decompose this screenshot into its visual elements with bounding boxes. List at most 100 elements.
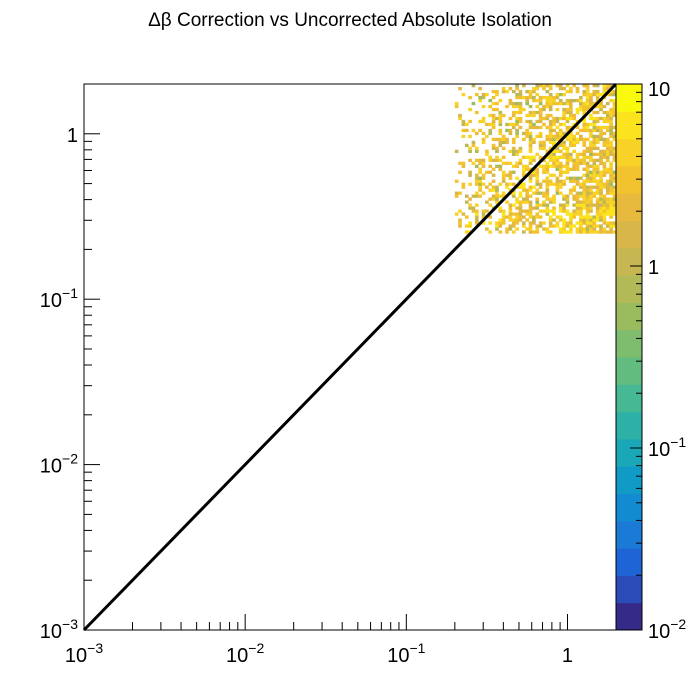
heatmap-cell [595, 152, 600, 156]
heatmap-cell [555, 95, 560, 100]
heatmap-cell [528, 95, 533, 100]
heatmap-cell [454, 179, 459, 183]
heatmap-cell [572, 197, 577, 201]
heatmap-cell [481, 161, 486, 165]
heatmap-cell [609, 206, 613, 210]
heatmap-cell [609, 119, 613, 124]
heatmap-cell [518, 182, 523, 186]
heatmap-cell [525, 95, 530, 100]
colorbar-band [616, 575, 642, 604]
heatmap-cell [589, 143, 593, 148]
heatmap-cell [605, 167, 610, 171]
heatmap-cell [481, 137, 486, 142]
heatmap-cell [595, 98, 600, 103]
heatmap-cell [585, 164, 590, 168]
heatmap-cell [575, 89, 580, 94]
heatmap-cell [525, 197, 530, 201]
heatmap-cell [609, 152, 613, 156]
heatmap-cell [558, 98, 563, 103]
heatmap-cell [602, 155, 607, 159]
heatmap-cell [491, 146, 496, 151]
heatmap-cell [542, 221, 546, 225]
heatmap-cell [555, 119, 560, 124]
heatmap-cell [545, 149, 550, 154]
heatmap-cell [585, 224, 590, 228]
heatmap-cell [592, 158, 597, 162]
heatmap-cell [609, 116, 613, 121]
heatmap-cell [488, 197, 493, 201]
heatmap-cell [595, 84, 600, 88]
heatmap-cell [521, 224, 526, 228]
heatmap-cell [592, 191, 597, 195]
heatmap-cell [464, 230, 469, 234]
heatmap-cell [545, 167, 550, 171]
heatmap-cell [612, 221, 617, 225]
heatmap-cell [515, 152, 519, 156]
heatmap-cell [501, 86, 506, 91]
heatmap-cell [612, 131, 617, 136]
heatmap-cell [528, 146, 533, 151]
heatmap-cell [525, 191, 530, 195]
heatmap-cell [548, 125, 553, 130]
heatmap-cell [605, 113, 610, 118]
heatmap-cell [585, 125, 590, 130]
heatmap-cell [542, 167, 546, 171]
heatmap-cell [478, 188, 482, 192]
heatmap-cell [605, 200, 610, 204]
heatmap-cell [471, 128, 476, 133]
heatmap-cell [538, 134, 543, 139]
heatmap-cell [612, 146, 617, 151]
heatmap-cell [521, 173, 526, 177]
heatmap-cell [609, 125, 613, 130]
heatmap-cell [548, 119, 553, 124]
heatmap-cell [538, 209, 543, 213]
heatmap-cell [579, 221, 583, 225]
heatmap-cell [461, 92, 466, 97]
heatmap-cell [501, 155, 506, 159]
heatmap-cell [555, 146, 560, 151]
heatmap-cell [518, 146, 523, 151]
heatmap-cell [568, 110, 573, 115]
heatmap-cell [535, 212, 540, 216]
heatmap-cell [535, 167, 540, 171]
heatmap-cell [501, 134, 506, 139]
heatmap-cell [562, 194, 566, 198]
heatmap-cell [562, 140, 566, 145]
heatmap-cell [538, 125, 543, 130]
heatmap-cell [478, 182, 482, 186]
heatmap-cell [555, 185, 560, 189]
heatmap-cell [495, 158, 499, 162]
heatmap-cell [599, 191, 603, 195]
heatmap-cell [568, 230, 573, 234]
heatmap-cell [585, 179, 590, 183]
heatmap-cell [505, 137, 509, 142]
heatmap-cell [579, 209, 583, 213]
heatmap-cell [505, 185, 509, 189]
heatmap-cell [602, 125, 607, 130]
heatmap-cell [521, 107, 526, 112]
heatmap-cell [542, 194, 546, 198]
heatmap-cell [491, 197, 496, 201]
heatmap-cell [589, 98, 593, 103]
heatmap-cell [498, 137, 503, 142]
heatmap-cell [468, 182, 472, 186]
heatmap-cell [515, 227, 519, 231]
heatmap-cell [498, 194, 503, 198]
heatmap-cell [545, 170, 550, 174]
heatmap-cell [602, 170, 607, 174]
heatmap-cell [515, 101, 519, 106]
heatmap-cell [595, 191, 600, 195]
heatmap-cell [605, 188, 610, 192]
heatmap-cell [599, 155, 603, 159]
heatmap-cell [491, 137, 496, 142]
heatmap-cell [528, 134, 533, 139]
heatmap-cell [495, 185, 499, 189]
heatmap-cell [491, 122, 496, 127]
heatmap-cell [599, 194, 603, 198]
heatmap-cell [592, 140, 597, 145]
heatmap-cell [478, 158, 482, 162]
heatmap-cell [609, 203, 613, 207]
heatmap-cell [585, 200, 590, 204]
heatmap-cell [568, 176, 573, 180]
heatmap-cell [478, 194, 482, 198]
